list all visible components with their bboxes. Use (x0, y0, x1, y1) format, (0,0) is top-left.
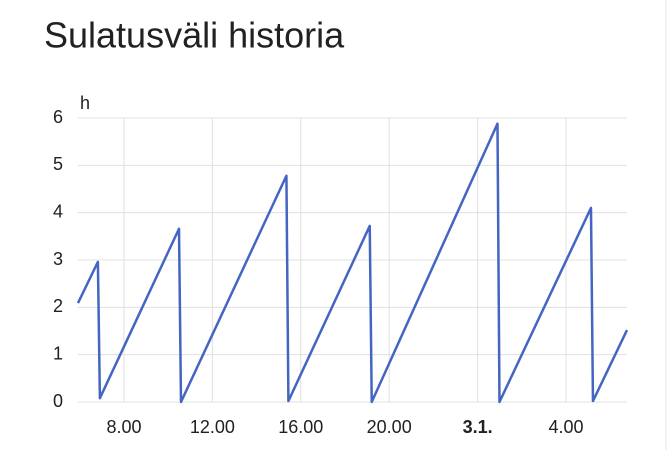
x-tick-label: 3.1. (463, 417, 493, 437)
y-tick-label: 4 (53, 201, 63, 221)
y-tick-label: 0 (53, 391, 63, 411)
y-tick-label: 3 (53, 249, 63, 269)
data-line (76, 122, 629, 404)
x-tick-label: 8.00 (106, 417, 141, 437)
x-tick-label: 12.00 (190, 417, 235, 437)
y-tick-label: 6 (53, 107, 63, 127)
chart-title: Sulatusväli historia (44, 15, 345, 56)
x-tick-label: 16.00 (278, 417, 323, 437)
y-tick-label: 5 (53, 154, 63, 174)
y-tick-label: 1 (53, 343, 63, 363)
x-tick-label: 20.00 (367, 417, 412, 437)
y-tick-label: 2 (53, 296, 63, 316)
x-tick-label: 4.00 (548, 417, 583, 437)
y-axis-label: h (80, 93, 90, 113)
